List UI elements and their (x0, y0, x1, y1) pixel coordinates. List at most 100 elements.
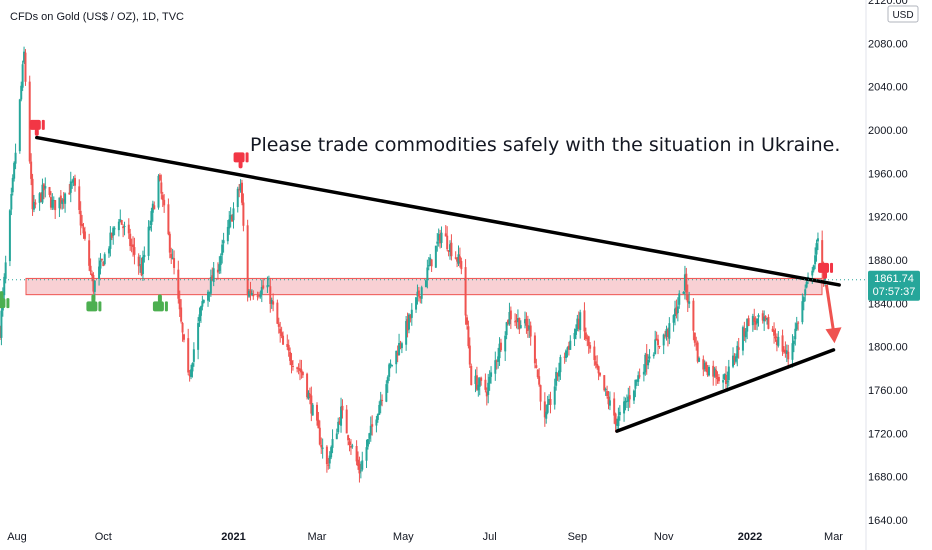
candle (59, 190, 62, 210)
candle (209, 269, 212, 297)
candle (99, 253, 102, 275)
candle-body (727, 366, 730, 381)
thumbs-down-cuff (245, 152, 249, 163)
candle-body (232, 208, 235, 221)
candle-body (212, 268, 215, 282)
candle-body (773, 330, 776, 336)
candle-body (170, 253, 173, 258)
candle-body (41, 184, 44, 203)
candle-body (606, 391, 609, 397)
candle-body (315, 404, 318, 421)
candle-body (446, 235, 449, 250)
candle-body (72, 178, 75, 183)
candle (49, 191, 52, 210)
price-tick-label: 2000.00 (868, 125, 908, 137)
candle-body (536, 369, 539, 378)
candle (103, 252, 106, 266)
candle (375, 415, 378, 433)
candle-body (563, 356, 566, 358)
candle-body (93, 280, 96, 292)
thumbs-up-thumb (157, 294, 162, 303)
time-axis[interactable]: Aug Oct 2021 Mar May Jul Sep Nov 2022 Mar (7, 531, 843, 543)
candle-body (615, 424, 618, 426)
candle (567, 341, 570, 356)
support-zone-layer (25, 277, 823, 296)
candle-body (417, 290, 420, 297)
candle (34, 199, 37, 209)
candle-body (675, 307, 678, 315)
candle (306, 372, 309, 400)
candle-body (311, 404, 314, 416)
candle-body (386, 377, 389, 384)
candle-body (716, 378, 719, 380)
candle-body (736, 345, 739, 358)
currency-label: USD (892, 10, 913, 21)
candle (348, 437, 351, 452)
candle (290, 353, 293, 374)
candle-body (129, 233, 132, 247)
candle (112, 226, 115, 245)
price-axis[interactable]: 1640.00 1680.00 1720.00 1760.00 1800.00 1840.… (868, 0, 908, 527)
candle (188, 369, 191, 382)
annotation-text: Please trade commodities safely with the… (250, 134, 840, 156)
candle-body (260, 286, 263, 295)
candle-body (308, 393, 311, 397)
candle (603, 375, 606, 392)
candle-body (79, 210, 82, 226)
candle-body (618, 411, 621, 416)
candle (446, 226, 449, 252)
candle (688, 291, 691, 309)
candle (216, 262, 219, 280)
price-tick-label: 1680.00 (868, 472, 908, 484)
candle-body (737, 347, 740, 350)
candle-body (574, 328, 577, 335)
candle-body (515, 320, 518, 322)
candle-body (119, 219, 122, 222)
candle-body (460, 261, 463, 270)
candle-body (767, 316, 770, 329)
candle (608, 391, 611, 411)
candle (88, 233, 91, 271)
candle (703, 360, 706, 372)
candle (685, 267, 688, 301)
candle-body (509, 310, 512, 320)
candle-body (13, 162, 16, 179)
candle-body (109, 232, 112, 249)
candle (632, 389, 635, 404)
candle-body (557, 370, 560, 377)
candle (470, 363, 473, 386)
price-tick-label: 2120.00 (868, 0, 908, 7)
candle (543, 392, 546, 427)
candle-body (644, 354, 647, 373)
candle (110, 232, 113, 241)
candle (122, 224, 125, 238)
candle (574, 324, 577, 340)
candle-body (674, 308, 677, 317)
candle-body (693, 332, 696, 343)
candle-body (764, 316, 767, 320)
candle-body (698, 358, 701, 362)
candle-body (702, 359, 705, 370)
candle (272, 293, 275, 312)
candle (597, 365, 600, 381)
candle (429, 254, 432, 267)
candle-body (556, 372, 559, 377)
candle-body (188, 374, 191, 377)
candle-body (717, 376, 720, 382)
candle-body (440, 232, 443, 243)
candle-body (328, 455, 331, 464)
candle-body (48, 187, 51, 195)
candle (137, 253, 140, 275)
candle (299, 359, 302, 381)
candle-body (68, 192, 71, 195)
candle (795, 316, 798, 332)
candle-body (359, 470, 362, 472)
candle-body (645, 353, 648, 366)
candle-body (586, 338, 589, 340)
candle-body (290, 360, 293, 366)
candle-body (593, 346, 596, 361)
candle-body (229, 214, 232, 220)
candle (400, 341, 403, 354)
currency-badge[interactable]: USD (887, 5, 919, 23)
